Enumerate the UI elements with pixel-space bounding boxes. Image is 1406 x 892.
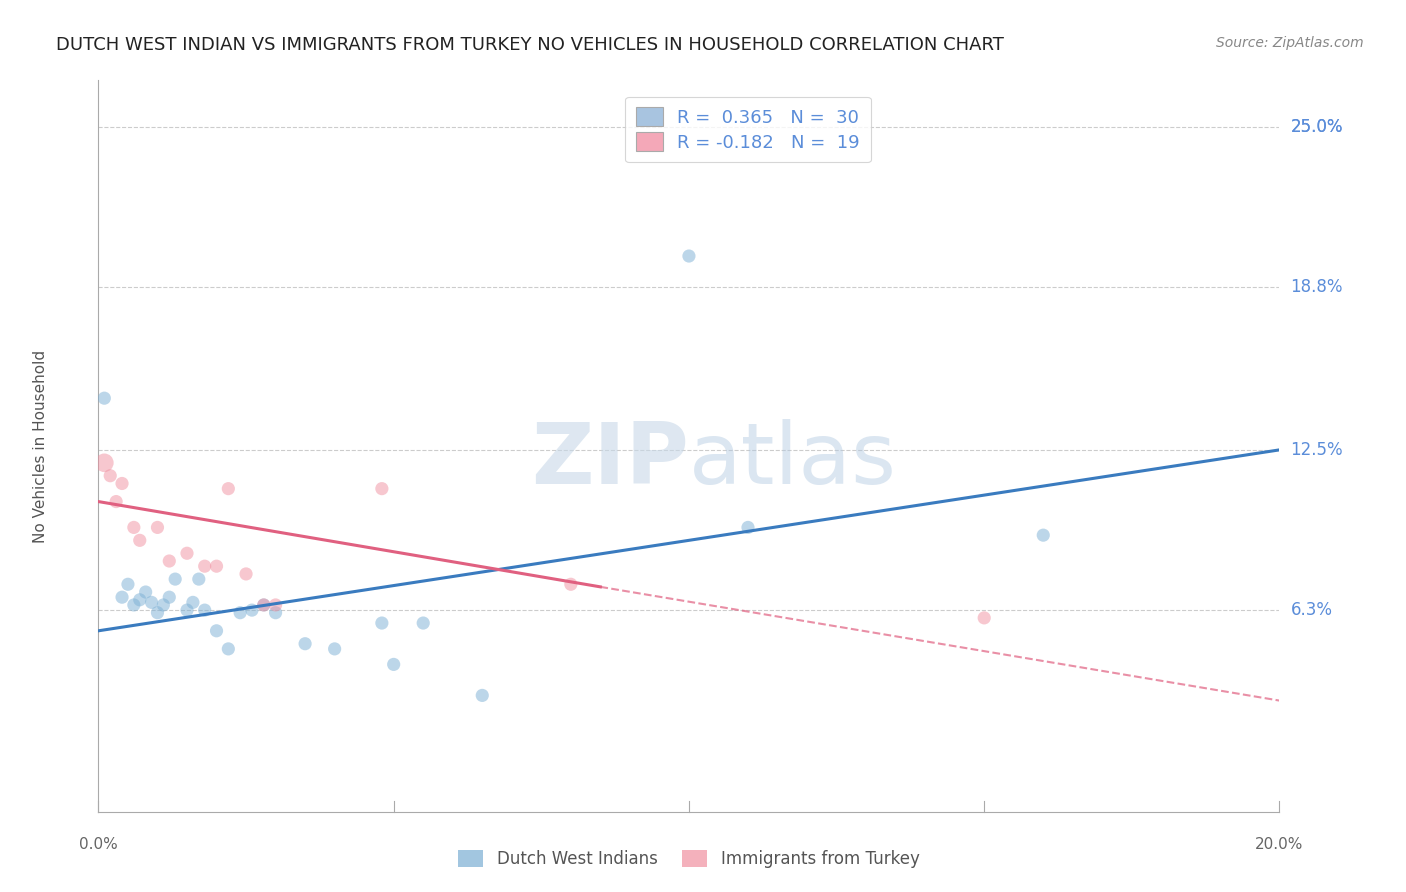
Text: atlas: atlas (689, 419, 897, 502)
Point (122, 520, 145, 534)
Point (560, 577, 582, 591)
Point (217, 641, 239, 656)
Text: 20.0%: 20.0% (1256, 837, 1303, 852)
Text: 18.8%: 18.8% (1291, 278, 1343, 296)
Point (122, 598, 145, 612)
Point (165, 572, 187, 586)
Point (229, 606, 252, 620)
Point (105, 494, 128, 508)
Text: 6.3%: 6.3% (1291, 601, 1333, 619)
Point (240, 603, 263, 617)
Point (382, 657, 405, 672)
Point (371, 482, 394, 496)
Point (98, 468, 121, 483)
Point (111, 476, 134, 491)
Point (181, 595, 204, 609)
Point (1032, 528, 1054, 542)
Point (157, 591, 180, 605)
Text: Source: ZipAtlas.com: Source: ZipAtlas.com (1216, 36, 1364, 50)
Point (146, 606, 169, 620)
Text: 12.5%: 12.5% (1291, 441, 1343, 458)
Point (412, 615, 434, 630)
Point (157, 554, 180, 568)
Legend: Dutch West Indians, Immigrants from Turkey: Dutch West Indians, Immigrants from Turk… (451, 843, 927, 875)
Point (253, 598, 276, 612)
Point (187, 572, 209, 586)
Point (973, 611, 995, 625)
Point (253, 598, 276, 612)
Point (135, 585, 157, 599)
Point (678, 249, 700, 263)
Point (128, 592, 150, 607)
Point (128, 533, 150, 548)
Point (294, 637, 316, 651)
Point (111, 591, 134, 605)
Point (152, 598, 174, 612)
Point (194, 603, 217, 617)
Text: 25.0%: 25.0% (1291, 118, 1343, 136)
Text: DUTCH WEST INDIAN VS IMMIGRANTS FROM TURKEY NO VEHICLES IN HOUSEHOLD CORRELATION: DUTCH WEST INDIAN VS IMMIGRANTS FROM TUR… (56, 36, 1004, 54)
Text: 25.0%: 25.0% (1291, 118, 1343, 136)
Point (235, 566, 257, 581)
Text: No Vehicles in Household: No Vehicles in Household (32, 350, 48, 542)
Point (371, 615, 394, 630)
Point (194, 559, 217, 574)
Legend: R =  0.365   N =  30, R = -0.182   N =  19: R = 0.365 N = 30, R = -0.182 N = 19 (626, 96, 870, 162)
Point (264, 598, 287, 612)
Point (264, 606, 287, 620)
Point (117, 577, 139, 591)
Point (471, 689, 494, 703)
Text: 0.0%: 0.0% (79, 837, 118, 852)
Point (176, 603, 198, 617)
Point (205, 559, 228, 574)
Point (737, 520, 759, 534)
Point (323, 641, 346, 656)
Point (146, 520, 169, 534)
Point (205, 624, 228, 638)
Point (93, 456, 115, 470)
Point (93, 391, 115, 405)
Point (141, 595, 163, 609)
Text: ZIP: ZIP (531, 419, 689, 502)
Point (217, 482, 239, 496)
Point (176, 546, 198, 560)
